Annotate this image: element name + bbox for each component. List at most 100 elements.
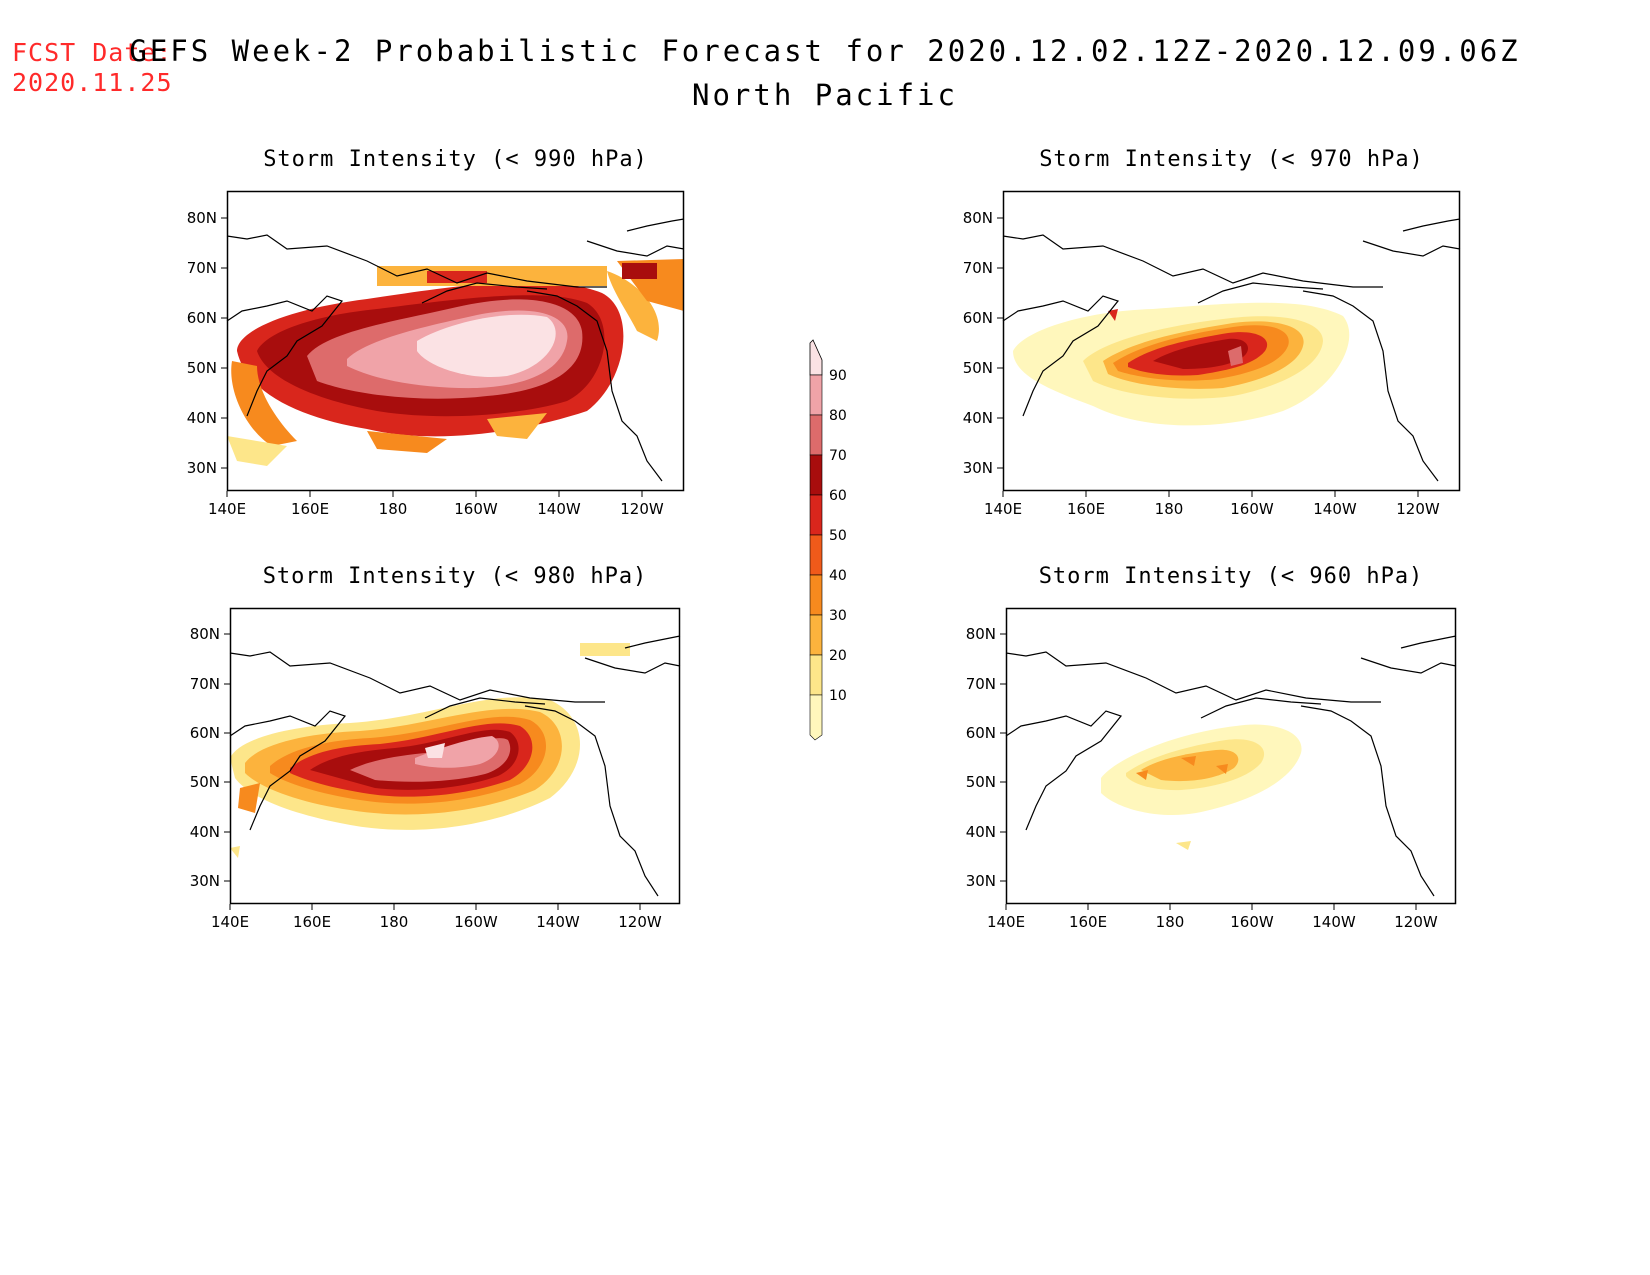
lon-tick-label: 180 bbox=[380, 913, 409, 931]
colorbar-labels: 90 80 70 60 50 40 30 20 10 bbox=[829, 368, 847, 704]
region-title: North Pacific bbox=[692, 78, 958, 112]
lat-tick-label: 50N bbox=[190, 773, 220, 791]
lon-tick-label: 140E bbox=[211, 913, 249, 931]
panel-title-990: Storm Intensity (< 990 hPa) bbox=[263, 147, 648, 172]
lon-tick-label: 140E bbox=[987, 913, 1025, 931]
lat-tick-label: 60N bbox=[187, 309, 217, 327]
lon-tick-label: 180 bbox=[1156, 913, 1185, 931]
lat-tick-label: 70N bbox=[966, 675, 996, 693]
map-panel-970: Storm Intensity (< 970 hPa) 80N 70N 60N … bbox=[963, 147, 1461, 518]
frame-980 bbox=[229, 607, 681, 905]
colorbar-label: 80 bbox=[829, 408, 847, 424]
colorbar-label: 70 bbox=[829, 448, 847, 464]
panel-title-960: Storm Intensity (< 960 hPa) bbox=[1038, 564, 1424, 589]
lat-tick-label: 60N bbox=[966, 724, 996, 742]
colorbar-label: 50 bbox=[829, 528, 847, 544]
colorbar-label: 90 bbox=[829, 368, 847, 384]
lon-tick-label: 160E bbox=[291, 500, 329, 518]
frame-960 bbox=[1005, 607, 1457, 905]
lat-tick-label: 60N bbox=[190, 724, 220, 742]
map-panel-980: Storm Intensity (< 980 hPa) 80N 70N bbox=[190, 564, 681, 931]
lat-tick-label: 30N bbox=[190, 872, 220, 890]
lon-axis-960: 140E 160E 180 160W 140W 120W bbox=[987, 904, 1438, 931]
lon-axis-990: 140E 160E 180 160W 140W 120W bbox=[208, 491, 664, 518]
lat-tick-label: 50N bbox=[187, 359, 217, 377]
colorbar-label: 10 bbox=[829, 688, 847, 704]
lat-tick-label: 70N bbox=[963, 259, 993, 277]
lon-tick-label: 140W bbox=[1313, 500, 1357, 518]
probability-shading-980 bbox=[230, 643, 630, 858]
lon-tick-label: 120W bbox=[618, 913, 662, 931]
colorbar-segment bbox=[809, 374, 823, 416]
lon-axis-970: 140E 160E 180 160W 140W 120W bbox=[984, 491, 1440, 518]
colorbar-label: 40 bbox=[829, 568, 847, 584]
lon-tick-label: 140W bbox=[1312, 913, 1356, 931]
lat-tick-label: 40N bbox=[963, 409, 993, 427]
lon-tick-label: 120W bbox=[1396, 500, 1440, 518]
colorbar-segment bbox=[809, 574, 823, 616]
main-title: GEFS Week-2 Probabilistic Forecast for 2… bbox=[129, 34, 1521, 68]
lon-tick-label: 160W bbox=[1230, 500, 1274, 518]
lon-tick-label: 160E bbox=[293, 913, 331, 931]
lat-tick-label: 50N bbox=[963, 359, 993, 377]
lon-tick-label: 160W bbox=[1230, 913, 1274, 931]
lat-tick-label: 80N bbox=[187, 209, 217, 227]
frame-990 bbox=[226, 190, 685, 492]
lat-tick-label: 60N bbox=[963, 309, 993, 327]
lat-axis-990: 80N 70N 60N 50N 40N 30N bbox=[187, 209, 227, 477]
lon-tick-label: 160E bbox=[1067, 500, 1105, 518]
colorbar-segment bbox=[809, 614, 823, 656]
lat-tick-label: 40N bbox=[190, 823, 220, 841]
map-990: 80N 70N 60N 50N 40N 30N 140E 160E 180 16… bbox=[187, 190, 685, 518]
lat-tick-label: 80N bbox=[963, 209, 993, 227]
lon-tick-label: 180 bbox=[1155, 500, 1184, 518]
forecast-date-label: FCST Date: bbox=[12, 38, 173, 67]
lat-tick-label: 40N bbox=[187, 409, 217, 427]
lon-tick-label: 160W bbox=[454, 913, 498, 931]
coastline-970 bbox=[1002, 218, 1461, 482]
colorbar-segment bbox=[809, 654, 823, 696]
lon-tick-label: 180 bbox=[379, 500, 408, 518]
colorbar-top-cap bbox=[809, 339, 823, 376]
lon-tick-label: 160E bbox=[1069, 913, 1107, 931]
lat-tick-label: 70N bbox=[187, 259, 217, 277]
forecast-date-value: 2020.11.25 bbox=[12, 68, 173, 97]
lat-axis-960: 80N 70N 60N 50N 40N 30N bbox=[966, 625, 1006, 890]
lon-tick-label: 140E bbox=[208, 500, 246, 518]
colorbar-segment bbox=[809, 534, 823, 576]
lat-tick-label: 30N bbox=[187, 459, 217, 477]
lat-axis-970: 80N 70N 60N 50N 40N 30N bbox=[963, 209, 1003, 477]
map-panel-990: Storm Intensity (< 990 hPa) bbox=[187, 147, 685, 518]
colorbar-bottom-cap bbox=[809, 694, 823, 741]
lon-tick-label: 160W bbox=[454, 500, 498, 518]
lat-tick-label: 80N bbox=[966, 625, 996, 643]
map-980: 80N 70N 60N 50N 40N 30N 140E 160E 180 16… bbox=[190, 607, 681, 931]
colorbar-segment bbox=[809, 454, 823, 496]
map-970: 80N 70N 60N 50N 40N 30N 140E 160E 180 16… bbox=[963, 190, 1461, 518]
lat-tick-label: 30N bbox=[963, 459, 993, 477]
colorbar-label: 30 bbox=[829, 608, 847, 624]
colorbar-label: 20 bbox=[829, 648, 847, 664]
colorbar-segment bbox=[809, 414, 823, 456]
lat-tick-label: 70N bbox=[190, 675, 220, 693]
colorbar-label: 60 bbox=[829, 488, 847, 504]
coastline-960 bbox=[1005, 635, 1457, 897]
lon-tick-label: 140E bbox=[984, 500, 1022, 518]
colorbar-segment bbox=[809, 494, 823, 536]
map-960: 80N 70N 60N 50N 40N 30N 140E 160E 180 16… bbox=[966, 607, 1457, 931]
probability-shading-990 bbox=[227, 259, 684, 466]
lat-tick-label: 30N bbox=[966, 872, 996, 890]
coastline-980 bbox=[229, 635, 681, 897]
lon-tick-label: 120W bbox=[620, 500, 664, 518]
probability-shading-960 bbox=[1101, 724, 1302, 850]
lon-tick-label: 140W bbox=[536, 913, 580, 931]
map-panel-960: Storm Intensity (< 960 hPa) 80N 70N 60N … bbox=[966, 564, 1457, 931]
colorbar: 90 80 70 60 50 40 30 20 10 bbox=[809, 339, 847, 741]
lat-tick-label: 80N bbox=[190, 625, 220, 643]
coastline-990 bbox=[226, 218, 685, 482]
lat-tick-label: 40N bbox=[966, 823, 996, 841]
lon-tick-label: 140W bbox=[537, 500, 581, 518]
panel-title-980: Storm Intensity (< 980 hPa) bbox=[262, 564, 648, 589]
lat-axis-980: 80N 70N 60N 50N 40N 30N bbox=[190, 625, 230, 890]
lat-tick-label: 50N bbox=[966, 773, 996, 791]
